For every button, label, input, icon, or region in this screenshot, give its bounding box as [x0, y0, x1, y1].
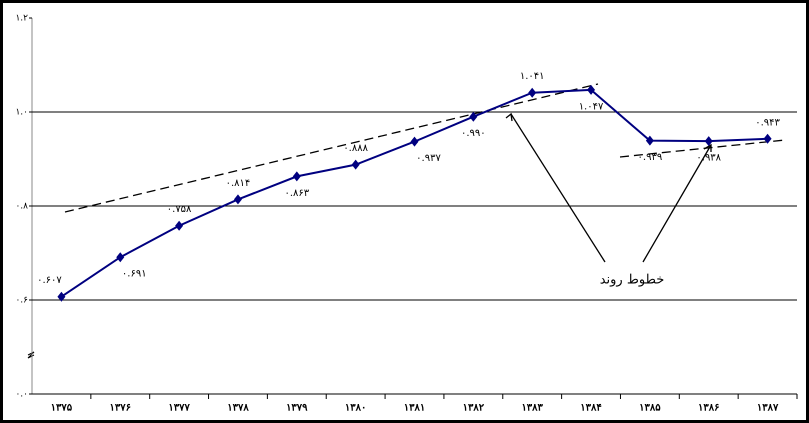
- arrows: [505, 112, 712, 263]
- x-tick-label: ۱۳۸۶: [698, 403, 719, 414]
- x-tick-label: ۱۳۸۷: [757, 403, 779, 414]
- arrow: [510, 113, 606, 263]
- x-tick-label: ۱۳۷۶: [110, 403, 131, 414]
- data-label: ۱.۰۴۷: [579, 101, 604, 112]
- data-label: ۰.۹۳۹: [638, 152, 663, 163]
- marker: [704, 136, 713, 147]
- arrow-head: [505, 112, 513, 122]
- marker: [175, 220, 184, 231]
- x-tick-label: ۱۳۸۰: [345, 403, 366, 414]
- y-tick-label: ۰.۸: [15, 202, 28, 212]
- marker: [57, 291, 66, 302]
- marker: [410, 136, 419, 147]
- y-tick-label: ۱.۲: [15, 14, 28, 24]
- x-tick-label: ۱۳۸۴: [580, 403, 601, 414]
- x-tick-label: ۱۳۸۲: [463, 403, 485, 414]
- annotation: خطوط روند: [600, 273, 665, 288]
- data-label: ۰.۶۹۱: [122, 269, 147, 280]
- y-tick-label: ۱.۰: [15, 108, 28, 118]
- x-tick-label: ۱۳۸۱: [404, 403, 425, 414]
- x-tick-label: ۱۳۸۵: [639, 403, 661, 414]
- marker: [292, 171, 301, 182]
- data-label: ۰.۹۴۳: [755, 117, 780, 128]
- x-tick-label: ۱۳۸۳: [521, 403, 543, 414]
- data-label: ۰.۷۵۸: [167, 204, 192, 215]
- data-label: ۰.۹۹۰: [461, 128, 486, 139]
- marker: [351, 159, 360, 170]
- marker: [528, 87, 537, 98]
- y-tick-label: ۰.۶: [15, 296, 28, 306]
- marker: [233, 194, 242, 205]
- data-label: ۰.۸۱۴: [226, 178, 251, 189]
- data-label: ۰.۹۳۸: [696, 153, 721, 164]
- axis-break: [27, 351, 35, 359]
- y-tick-label: ۰.۰: [15, 390, 28, 400]
- data-label: ۰.۶۰۷: [37, 275, 62, 286]
- marker: [645, 135, 654, 146]
- marker: [116, 252, 125, 263]
- data-label: ۰.۸۶۳: [284, 188, 309, 199]
- x-tick-label: ۱۳۷۷: [168, 403, 190, 414]
- trend-line: [64, 83, 599, 213]
- marker: [763, 133, 772, 144]
- x-tick-label: ۱۳۷۸: [227, 403, 249, 414]
- marker: [587, 84, 596, 95]
- arrow-head: [703, 143, 712, 152]
- marker: [469, 111, 478, 122]
- arrow: [642, 144, 712, 263]
- x-tick-label: ۱۳۷۵: [51, 403, 73, 414]
- data-label: ۱.۰۴۱: [520, 71, 545, 82]
- data-label: ۰.۹۳۷: [416, 153, 441, 164]
- x-tick-label: ۱۳۷۹: [286, 403, 308, 414]
- data-label: ۰.۸۸۸: [343, 143, 368, 154]
